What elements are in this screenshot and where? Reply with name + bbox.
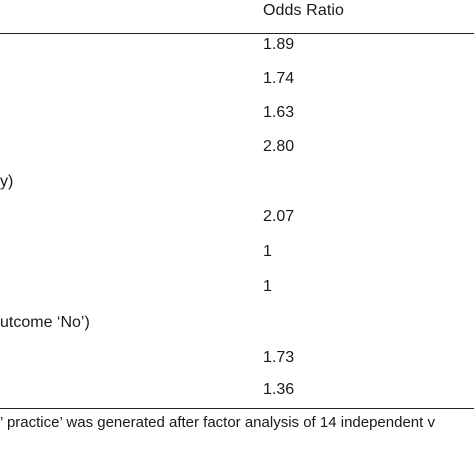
table-row: utcome ‘No’) xyxy=(0,306,474,340)
odds-ratio-value: 1.63 xyxy=(263,104,295,121)
odds-ratio-value: 1.73 xyxy=(263,349,295,366)
odds-ratio-value: 2.07 xyxy=(263,208,295,225)
table-row: 1.36 xyxy=(0,373,474,407)
odds-ratio-value: 1.74 xyxy=(263,70,295,87)
odds-ratio-value: 1 xyxy=(263,243,272,260)
odds-ratio-value: 1.89 xyxy=(263,36,295,53)
table-row: 1 xyxy=(0,235,474,269)
odds-ratio-value: 1 xyxy=(263,278,272,295)
table-row: 1.73 xyxy=(0,341,474,375)
table-row: 2.80 xyxy=(0,130,474,164)
table-row: 1 xyxy=(0,270,474,304)
table-bottom-rule xyxy=(0,408,474,409)
odds-ratio-value: 1.36 xyxy=(263,381,295,398)
column-header-odds-ratio: Odds Ratio xyxy=(263,2,345,19)
header-divider xyxy=(0,33,474,34)
table-row: 1.89 xyxy=(0,28,474,62)
table-row: 1.63 xyxy=(0,96,474,130)
odds-ratio-value: 2.80 xyxy=(263,138,295,155)
row-label: y) xyxy=(0,173,14,190)
table-row: 2.07 xyxy=(0,200,474,234)
table-row: 1.74 xyxy=(0,62,474,96)
table-footnote: ’ practice’ was generated after factor a… xyxy=(0,414,435,431)
row-label: utcome ‘No’) xyxy=(0,314,90,331)
table-row: y) xyxy=(0,165,474,199)
